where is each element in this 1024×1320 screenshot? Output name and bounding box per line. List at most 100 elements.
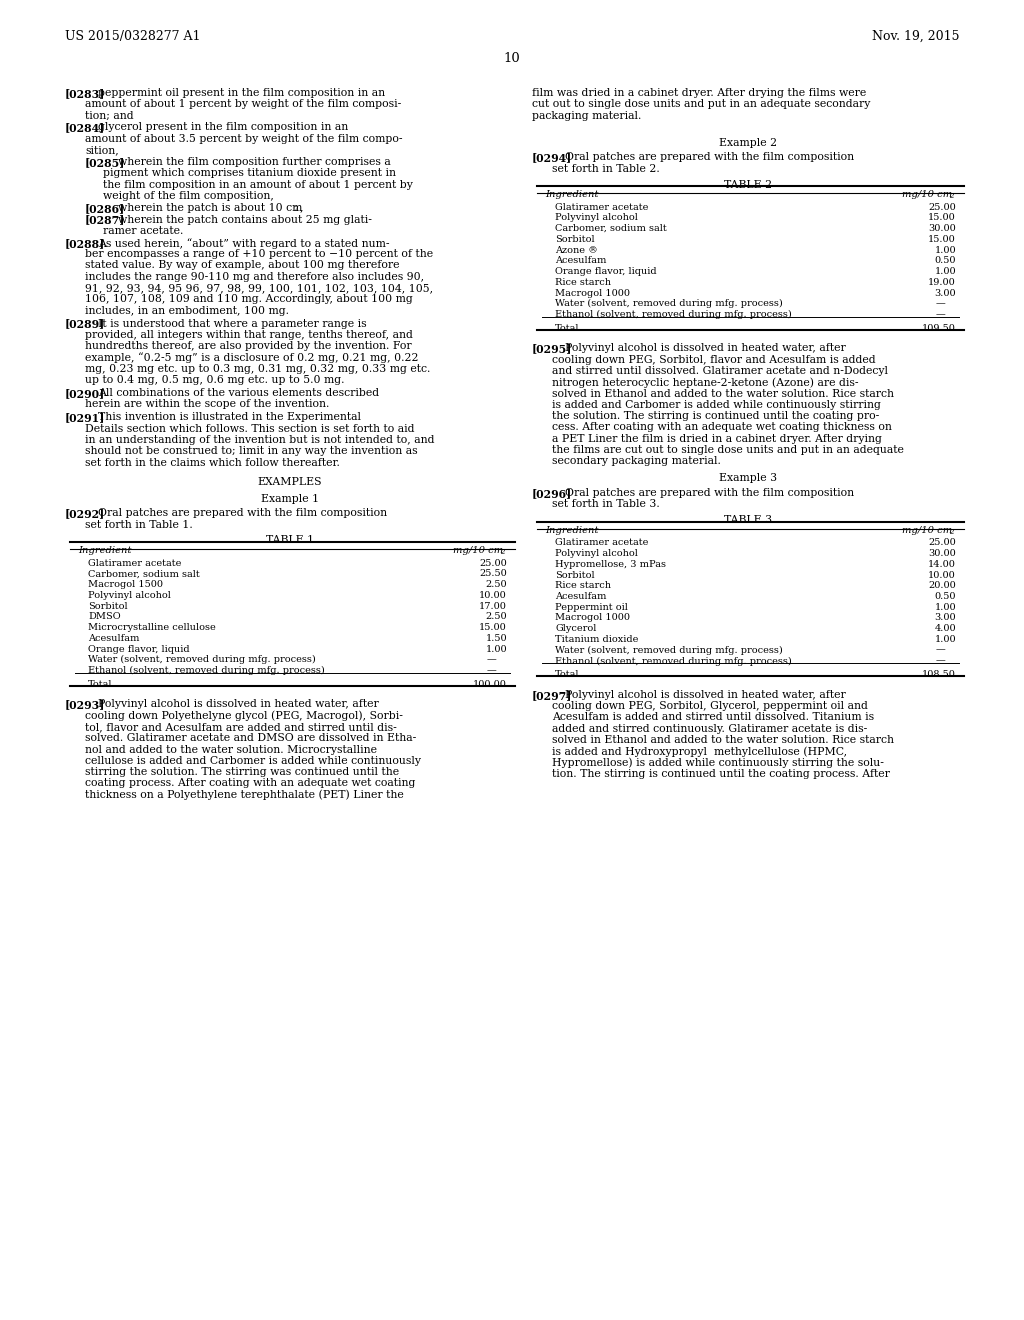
Text: Polyvinyl alcohol is dissolved in heated water, after: Polyvinyl alcohol is dissolved in heated…: [565, 690, 846, 700]
Text: cut out to single dose units and put in an adequate secondary: cut out to single dose units and put in …: [532, 99, 870, 110]
Text: This invention is illustrated in the Experimental: This invention is illustrated in the Exp…: [98, 412, 361, 422]
Text: [0293]: [0293]: [65, 700, 105, 710]
Text: Ethanol (solvent, removed during mfg. process): Ethanol (solvent, removed during mfg. pr…: [555, 656, 792, 665]
Text: set forth in Table 2.: set forth in Table 2.: [552, 164, 659, 174]
Text: Ingredient: Ingredient: [545, 190, 598, 199]
Text: All combinations of the various elements described: All combinations of the various elements…: [98, 388, 379, 399]
Text: Acesulfam: Acesulfam: [555, 591, 606, 601]
Text: 2: 2: [500, 548, 505, 556]
Text: set forth in the claims which follow thereafter.: set forth in the claims which follow the…: [85, 458, 340, 467]
Text: [0284]: [0284]: [65, 123, 105, 133]
Text: tol, flavor and Acesulfam are added and stirred until dis-: tol, flavor and Acesulfam are added and …: [85, 722, 396, 731]
Text: 0.50: 0.50: [935, 591, 956, 601]
Text: a PET Liner the film is dried in a cabinet dryer. After drying: a PET Liner the film is dried in a cabin…: [552, 434, 882, 444]
Text: tion; and: tion; and: [85, 111, 133, 120]
Text: Macrogol 1000: Macrogol 1000: [555, 614, 630, 623]
Text: wherein the film composition further comprises a: wherein the film composition further com…: [118, 157, 391, 166]
Text: Orange flavor, liquid: Orange flavor, liquid: [88, 644, 189, 653]
Text: 1.00: 1.00: [485, 644, 507, 653]
Text: weight of the film composition,: weight of the film composition,: [103, 191, 273, 201]
Text: EXAMPLES: EXAMPLES: [258, 477, 323, 487]
Text: Acesulfam: Acesulfam: [555, 256, 606, 265]
Text: cooling down PEG, Sorbitol, flavor and Acesulfam is added: cooling down PEG, Sorbitol, flavor and A…: [552, 355, 876, 364]
Text: 0.50: 0.50: [935, 256, 956, 265]
Text: [0287]: [0287]: [85, 215, 125, 226]
Text: herein are within the scope of the invention.: herein are within the scope of the inven…: [85, 400, 330, 409]
Text: the solution. The stirring is continued until the coating pro-: the solution. The stirring is continued …: [552, 411, 880, 421]
Text: hundredths thereof, are also provided by the invention. For: hundredths thereof, are also provided by…: [85, 341, 412, 351]
Text: Microcrystalline cellulose: Microcrystalline cellulose: [88, 623, 216, 632]
Text: Example 1: Example 1: [261, 494, 319, 504]
Text: 106, 107, 108, 109 and 110 mg. Accordingly, about 100 mg: 106, 107, 108, 109 and 110 mg. According…: [85, 294, 413, 304]
Text: Example 3: Example 3: [719, 474, 777, 483]
Text: 1.00: 1.00: [934, 603, 956, 611]
Text: Sorbitol: Sorbitol: [555, 235, 595, 244]
Text: 2: 2: [949, 193, 953, 201]
Text: DMSO: DMSO: [88, 612, 121, 622]
Text: added and stirred continuously. Glatiramer acetate is dis-: added and stirred continuously. Glatiram…: [552, 723, 867, 734]
Text: film was dried in a cabinet dryer. After drying the films were: film was dried in a cabinet dryer. After…: [532, 88, 866, 98]
Text: Hypromellose) is added while continuously stirring the solu-: Hypromellose) is added while continuousl…: [552, 758, 884, 768]
Text: TABLE 3: TABLE 3: [724, 515, 772, 525]
Text: Glatiramer acetate: Glatiramer acetate: [555, 203, 648, 211]
Text: Water (solvent, removed during mfg. process): Water (solvent, removed during mfg. proc…: [555, 300, 782, 309]
Text: 2.50: 2.50: [485, 612, 507, 622]
Text: Azone ®: Azone ®: [555, 246, 598, 255]
Text: Nov. 19, 2015: Nov. 19, 2015: [871, 30, 959, 44]
Text: mg/10 cm: mg/10 cm: [453, 546, 503, 556]
Text: 2: 2: [949, 528, 953, 536]
Text: Example 2: Example 2: [719, 137, 777, 148]
Text: Sorbitol: Sorbitol: [88, 602, 128, 611]
Text: packaging material.: packaging material.: [532, 111, 641, 120]
Text: [0292]: [0292]: [65, 508, 105, 519]
Text: Water (solvent, removed during mfg. process): Water (solvent, removed during mfg. proc…: [555, 645, 782, 655]
Text: up to 0.4 mg, 0.5 mg, 0.6 mg etc. up to 5.0 mg.: up to 0.4 mg, 0.5 mg, 0.6 mg etc. up to …: [85, 375, 344, 385]
Text: thickness on a Polyethylene terephthalate (PET) Liner the: thickness on a Polyethylene terephthalat…: [85, 789, 403, 800]
Text: Orange flavor, liquid: Orange flavor, liquid: [555, 267, 656, 276]
Text: pigment which comprises titanium dioxide present in: pigment which comprises titanium dioxide…: [103, 168, 396, 178]
Text: nol and added to the water solution. Microcrystalline: nol and added to the water solution. Mic…: [85, 744, 377, 755]
Text: Water (solvent, removed during mfg. process): Water (solvent, removed during mfg. proc…: [88, 655, 315, 664]
Text: Ethanol (solvent, removed during mfg. process): Ethanol (solvent, removed during mfg. pr…: [88, 667, 325, 675]
Text: mg/10 cm: mg/10 cm: [902, 190, 952, 199]
Text: solved in Ethanol and added to the water solution. Rice starch: solved in Ethanol and added to the water…: [552, 388, 894, 399]
Text: Oral patches are prepared with the film composition: Oral patches are prepared with the film …: [98, 508, 387, 519]
Text: Titanium dioxide: Titanium dioxide: [555, 635, 638, 644]
Text: amount of about 1 percent by weight of the film composi-: amount of about 1 percent by weight of t…: [85, 99, 401, 110]
Text: Oral patches are prepared with the film composition: Oral patches are prepared with the film …: [565, 152, 854, 162]
Text: 25.00: 25.00: [928, 203, 956, 211]
Text: [0296]: [0296]: [532, 488, 572, 499]
Text: and stirred until dissolved. Glatiramer acetate and n-Dodecyl: and stirred until dissolved. Glatiramer …: [552, 366, 888, 376]
Text: ,: ,: [300, 203, 303, 213]
Text: 100.00: 100.00: [473, 680, 507, 689]
Text: —: —: [936, 656, 946, 665]
Text: 3.00: 3.00: [934, 614, 956, 623]
Text: 17.00: 17.00: [479, 602, 507, 611]
Text: Acesulfam: Acesulfam: [88, 634, 139, 643]
Text: the films are cut out to single dose units and put in an adequate: the films are cut out to single dose uni…: [552, 445, 904, 455]
Text: [0285]: [0285]: [85, 157, 125, 168]
Text: Rice starch: Rice starch: [555, 277, 611, 286]
Text: 1.50: 1.50: [485, 634, 507, 643]
Text: 4.00: 4.00: [934, 624, 956, 634]
Text: [0286]: [0286]: [85, 203, 125, 214]
Text: 19.00: 19.00: [928, 277, 956, 286]
Text: 30.00: 30.00: [928, 224, 956, 234]
Text: Acesulfam is added and stirred until dissolved. Titanium is: Acesulfam is added and stirred until dis…: [552, 713, 874, 722]
Text: mg/10 cm: mg/10 cm: [902, 525, 952, 535]
Text: Carbomer, sodium salt: Carbomer, sodium salt: [555, 224, 667, 234]
Text: 1.00: 1.00: [934, 635, 956, 644]
Text: [0295]: [0295]: [532, 343, 572, 354]
Text: cellulose is added and Carbomer is added while continuously: cellulose is added and Carbomer is added…: [85, 756, 421, 766]
Text: Polyvinyl alcohol is dissolved in heated water, after: Polyvinyl alcohol is dissolved in heated…: [98, 700, 379, 709]
Text: stirring the solution. The stirring was continued until the: stirring the solution. The stirring was …: [85, 767, 399, 777]
Text: Polyvinyl alcohol: Polyvinyl alcohol: [555, 549, 638, 558]
Text: 20.00: 20.00: [928, 581, 956, 590]
Text: Ingredient: Ingredient: [545, 525, 598, 535]
Text: stated value. By way of example, about 100 mg therefore: stated value. By way of example, about 1…: [85, 260, 399, 271]
Text: 25.50: 25.50: [479, 569, 507, 578]
Text: TABLE 1: TABLE 1: [266, 536, 314, 545]
Text: coating process. After coating with an adequate wet coating: coating process. After coating with an a…: [85, 779, 416, 788]
Text: cess. After coating with an adequate wet coating thickness on: cess. After coating with an adequate wet…: [552, 422, 892, 433]
Text: example, “0.2-5 mg” is a disclosure of 0.2 mg, 0.21 mg, 0.22: example, “0.2-5 mg” is a disclosure of 0…: [85, 352, 419, 363]
